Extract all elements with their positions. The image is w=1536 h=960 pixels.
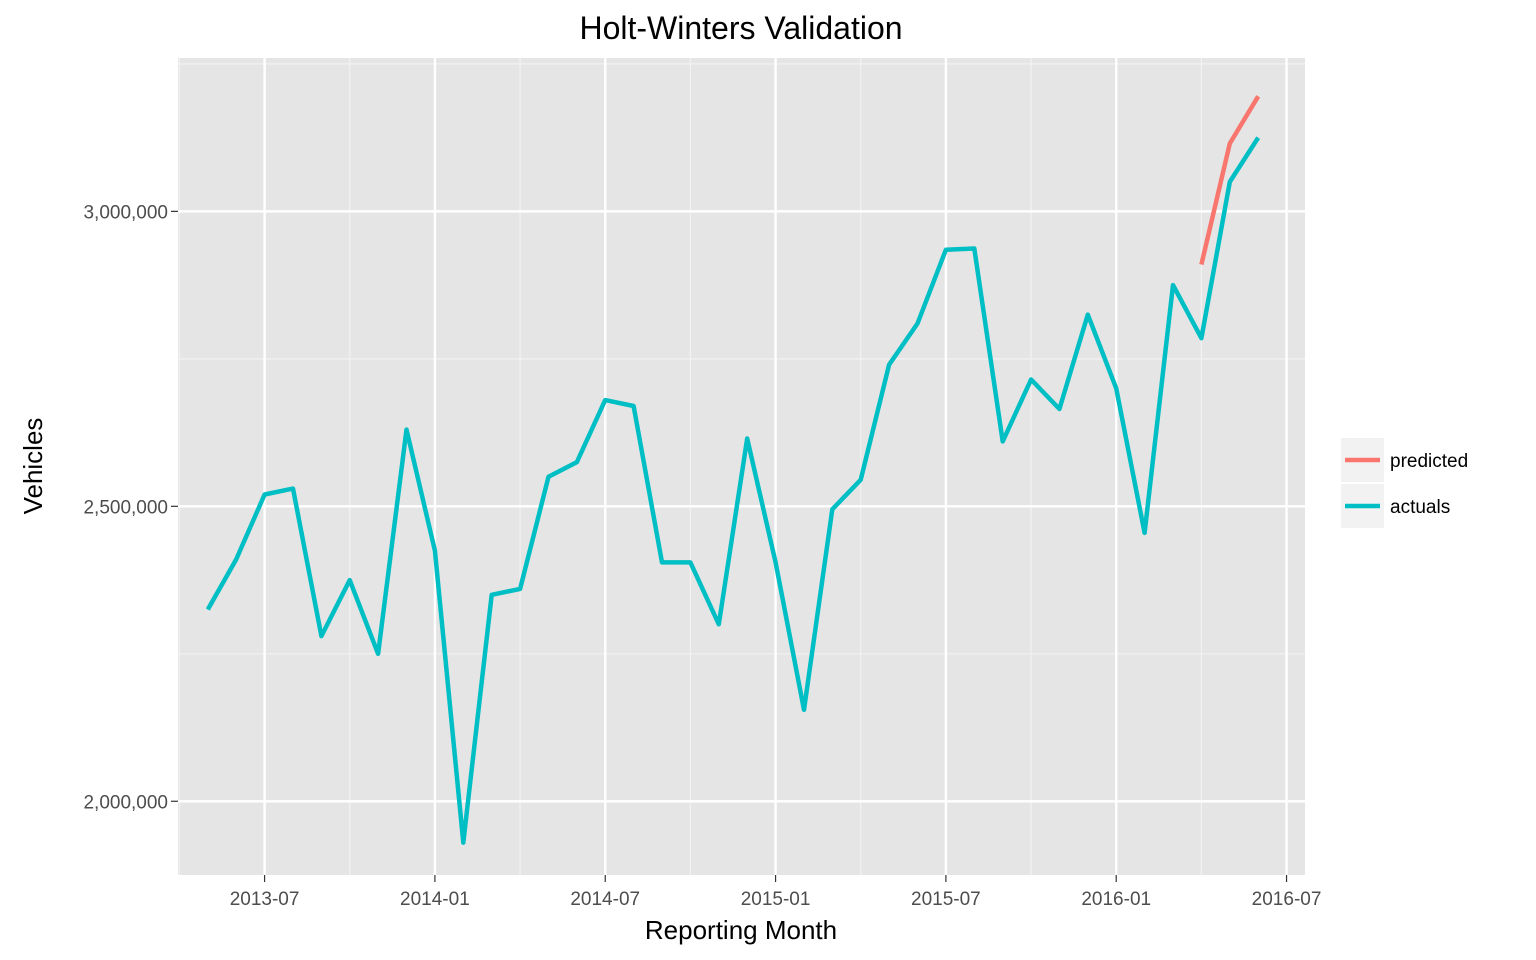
x-tick-label: 2015-07 [911,889,981,910]
grid-major [178,58,1305,875]
y-axis: 2,000,000 2,500,000 3,000,000 [83,202,178,813]
legend-label-actuals: actuals [1390,497,1450,518]
series-line-predicted [1199,95,1261,266]
chart-title: Holt-Winters Validation [579,10,902,46]
y-axis-title: Vehicles [18,418,48,515]
y-tick-label: 2,000,000 [83,792,168,813]
series-layer [205,95,1261,845]
x-axis-title: Reporting Month [645,915,837,945]
x-axis: 2013-07 2014-01 2014-07 2015-01 2015-07 2016-… [230,875,1322,910]
series-line-actuals [205,136,1261,845]
x-tick-label: 2016-07 [1252,889,1322,910]
y-tick-label: 2,500,000 [83,497,168,518]
legend-label-predicted: predicted [1390,451,1468,472]
x-tick-label: 2016-01 [1081,889,1151,910]
x-tick-label: 2014-07 [570,889,640,910]
x-tick-label: 2015-01 [741,889,811,910]
x-tick-label: 2013-07 [230,889,300,910]
x-tick-label: 2014-01 [400,889,470,910]
y-tick-label: 3,000,000 [83,202,168,223]
legend: predicted actuals [1341,438,1468,528]
